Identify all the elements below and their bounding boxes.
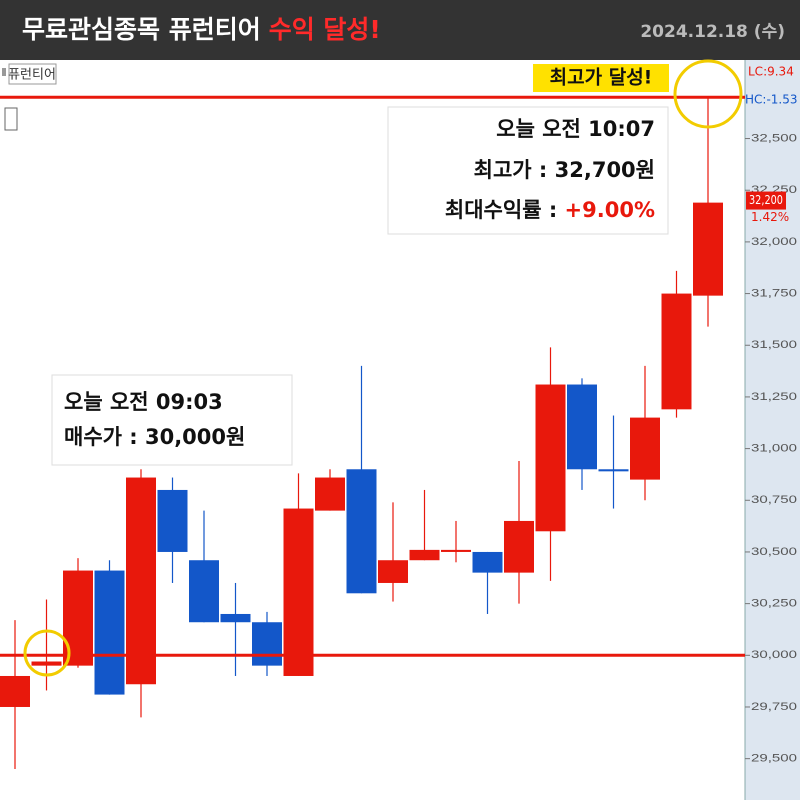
candle-body: [441, 549, 471, 552]
candle-body: [409, 549, 440, 561]
candle-body: [567, 384, 597, 470]
y-tick-label: 30,750: [751, 494, 797, 506]
candle-body: [252, 622, 282, 666]
candle-body: [157, 489, 188, 552]
candle-body: [94, 570, 125, 695]
label-marker: [2, 68, 6, 76]
annotation-line: 최고가 : 32,700원: [474, 158, 655, 182]
annotation-text: 최대수익률 :: [445, 198, 565, 222]
candle-body: [346, 469, 377, 594]
y-tick-label: 31,250: [751, 391, 797, 403]
candle-body: [315, 477, 345, 511]
y-tick-label: 30,250: [751, 598, 797, 610]
header-bar: [0, 0, 800, 60]
highlight-circle: [673, 59, 743, 129]
y-tick-label: 30,500: [751, 546, 797, 558]
grid-icon: [4, 107, 18, 131]
y-tick-label: 32,500: [751, 132, 797, 144]
overlay: 오늘 오전 10:07 최고가 : 32,700원 최대수익률 : +9.00%…: [23, 59, 798, 677]
annotation-line: 오늘 오전 09:03: [64, 390, 223, 414]
y-tick-label: 31,750: [751, 287, 797, 299]
candle-body: [661, 293, 692, 410]
peak-badge-bg: [533, 64, 669, 92]
candle-body: [189, 560, 219, 623]
y-tick-label: 31,000: [751, 443, 797, 455]
candle-body: [535, 384, 566, 532]
annotation-highlight: +9.00%: [565, 198, 655, 222]
marks: 29,500 29,750 30,000 30,250 30,500 30,750 31,0…: [0, 95, 797, 769]
annotation-box: [387, 106, 669, 235]
y-tick-label: 31,500: [751, 339, 797, 351]
candle-body: [31, 661, 62, 666]
annotation-line: 최대수익률 : +9.00%: [445, 198, 655, 222]
candle-body: [220, 613, 251, 623]
hc-label: HC:-1.53: [745, 93, 798, 107]
y-tick-label: 29,500: [751, 753, 797, 765]
candle-body: [504, 520, 534, 573]
highlight-circle: [23, 629, 71, 677]
peak-badge: 최고가 달성!: [550, 67, 653, 89]
candle-body: [126, 477, 156, 685]
candle-body: [0, 675, 30, 707]
change-label: 1.42%: [751, 210, 789, 224]
y-tick-label: 29,750: [751, 701, 797, 713]
candle-body: [283, 508, 314, 676]
y-tick-label: 30,000: [751, 649, 797, 661]
current-price-box: [746, 191, 786, 210]
candle-body: [598, 469, 629, 472]
y-tick-label: 32,000: [751, 236, 797, 248]
annotation-line: 매수가 : 30,000원: [64, 425, 245, 449]
candle-body: [472, 551, 503, 573]
header-title: 무료관심종목 퓨런티어 수익 달성!: [22, 15, 381, 44]
lc-label: LC:9.34: [748, 65, 794, 79]
candle-body: [630, 417, 660, 480]
annotation-box: [51, 374, 293, 466]
header-title-text: 무료관심종목 퓨런티어: [22, 15, 261, 44]
header-highlight: 수익 달성!: [269, 15, 381, 44]
annotation-line: 오늘 오전 10:07: [496, 117, 655, 141]
stock-label: 퓨런티어: [8, 68, 56, 83]
candle-body: [693, 202, 723, 296]
candle-body: [378, 560, 408, 583]
price-axis-panel: [745, 60, 800, 800]
stock-label-box: [8, 63, 57, 85]
current-price-label: 32,200: [749, 193, 783, 207]
header-date: 2024.12.18 (수): [640, 22, 785, 42]
